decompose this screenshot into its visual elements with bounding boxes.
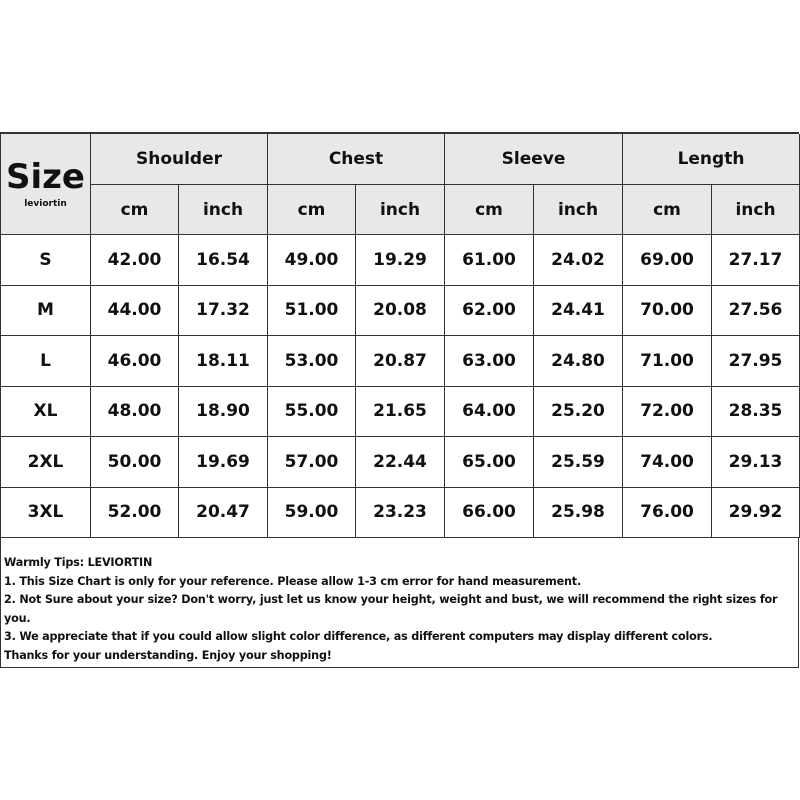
value-cell: 22.44: [356, 437, 445, 488]
size-cell: 2XL: [1, 437, 91, 488]
value-cell: 21.65: [356, 386, 445, 437]
size-cell: 3XL: [1, 487, 91, 538]
value-cell: 29.13: [712, 437, 800, 488]
value-cell: 62.00: [445, 285, 534, 336]
value-cell: 20.87: [356, 336, 445, 387]
unit-header-inch: inch: [356, 185, 445, 235]
tip-3: 3. We appreciate that if you could allow…: [4, 630, 713, 643]
value-cell: 63.00: [445, 336, 534, 387]
value-cell: 76.00: [623, 487, 712, 538]
value-cell: 69.00: [623, 235, 712, 286]
value-cell: 24.41: [534, 285, 623, 336]
value-cell: 49.00: [268, 235, 356, 286]
value-cell: 66.00: [445, 487, 534, 538]
value-cell: 27.56: [712, 285, 800, 336]
group-header-sleeve: Sleeve: [445, 134, 623, 185]
tip-2: 2. Not Sure about your size? Don't worry…: [4, 593, 778, 625]
value-cell: 19.29: [356, 235, 445, 286]
tips-closing: Thanks for your understanding. Enjoy you…: [4, 648, 332, 662]
value-cell: 64.00: [445, 386, 534, 437]
tips-box: Warmly Tips: LEVIORTIN 1. This Size Char…: [0, 537, 799, 668]
size-header: Size: [6, 157, 85, 197]
value-cell: 24.02: [534, 235, 623, 286]
value-cell: 46.00: [91, 336, 179, 387]
value-cell: 44.00: [91, 285, 179, 336]
value-cell: 16.54: [179, 235, 268, 286]
value-cell: 57.00: [268, 437, 356, 488]
size-cell: S: [1, 235, 91, 286]
value-cell: 61.00: [445, 235, 534, 286]
value-cell: 27.17: [712, 235, 800, 286]
value-cell: 59.00: [268, 487, 356, 538]
value-cell: 20.47: [179, 487, 268, 538]
unit-header-cm: cm: [623, 185, 712, 235]
value-cell: 50.00: [91, 437, 179, 488]
value-cell: 27.95: [712, 336, 800, 387]
value-cell: 48.00: [91, 386, 179, 437]
unit-header-cm: cm: [91, 185, 179, 235]
value-cell: 25.59: [534, 437, 623, 488]
size-cell: L: [1, 336, 91, 387]
size-cell: M: [1, 285, 91, 336]
value-cell: 74.00: [623, 437, 712, 488]
size-cell: XL: [1, 386, 91, 437]
value-cell: 53.00: [268, 336, 356, 387]
value-cell: 25.20: [534, 386, 623, 437]
value-cell: 18.90: [179, 386, 268, 437]
unit-header-cm: cm: [268, 185, 356, 235]
tips-title: Warmly Tips: LEVIORTIN: [4, 556, 153, 569]
value-cell: 51.00: [268, 285, 356, 336]
value-cell: 52.00: [91, 487, 179, 538]
value-cell: 28.35: [712, 386, 800, 437]
value-cell: 20.08: [356, 285, 445, 336]
value-cell: 23.23: [356, 487, 445, 538]
value-cell: 55.00: [268, 386, 356, 437]
value-cell: 19.69: [179, 437, 268, 488]
value-cell: 71.00: [623, 336, 712, 387]
tip-1: 1. This Size Chart is only for your refe…: [4, 574, 581, 588]
value-cell: 42.00: [91, 235, 179, 286]
unit-header-inch: inch: [179, 185, 268, 235]
value-cell: 24.80: [534, 336, 623, 387]
group-header-chest: Chest: [268, 134, 445, 185]
value-cell: 72.00: [623, 386, 712, 437]
group-header-length: Length: [623, 134, 800, 185]
size-chart-table: Size leviortin Shoulder Chest Sleeve Len…: [0, 132, 800, 538]
value-cell: 17.32: [179, 285, 268, 336]
unit-header-inch: inch: [712, 185, 800, 235]
unit-header-inch: inch: [534, 185, 623, 235]
value-cell: 18.11: [179, 336, 268, 387]
value-cell: 70.00: [623, 285, 712, 336]
value-cell: 65.00: [445, 437, 534, 488]
value-cell: 25.98: [534, 487, 623, 538]
group-header-shoulder: Shoulder: [91, 134, 268, 185]
brand-label: leviortin: [24, 199, 67, 209]
size-header-cell: Size leviortin: [1, 134, 91, 235]
unit-header-cm: cm: [445, 185, 534, 235]
value-cell: 29.92: [712, 487, 800, 538]
